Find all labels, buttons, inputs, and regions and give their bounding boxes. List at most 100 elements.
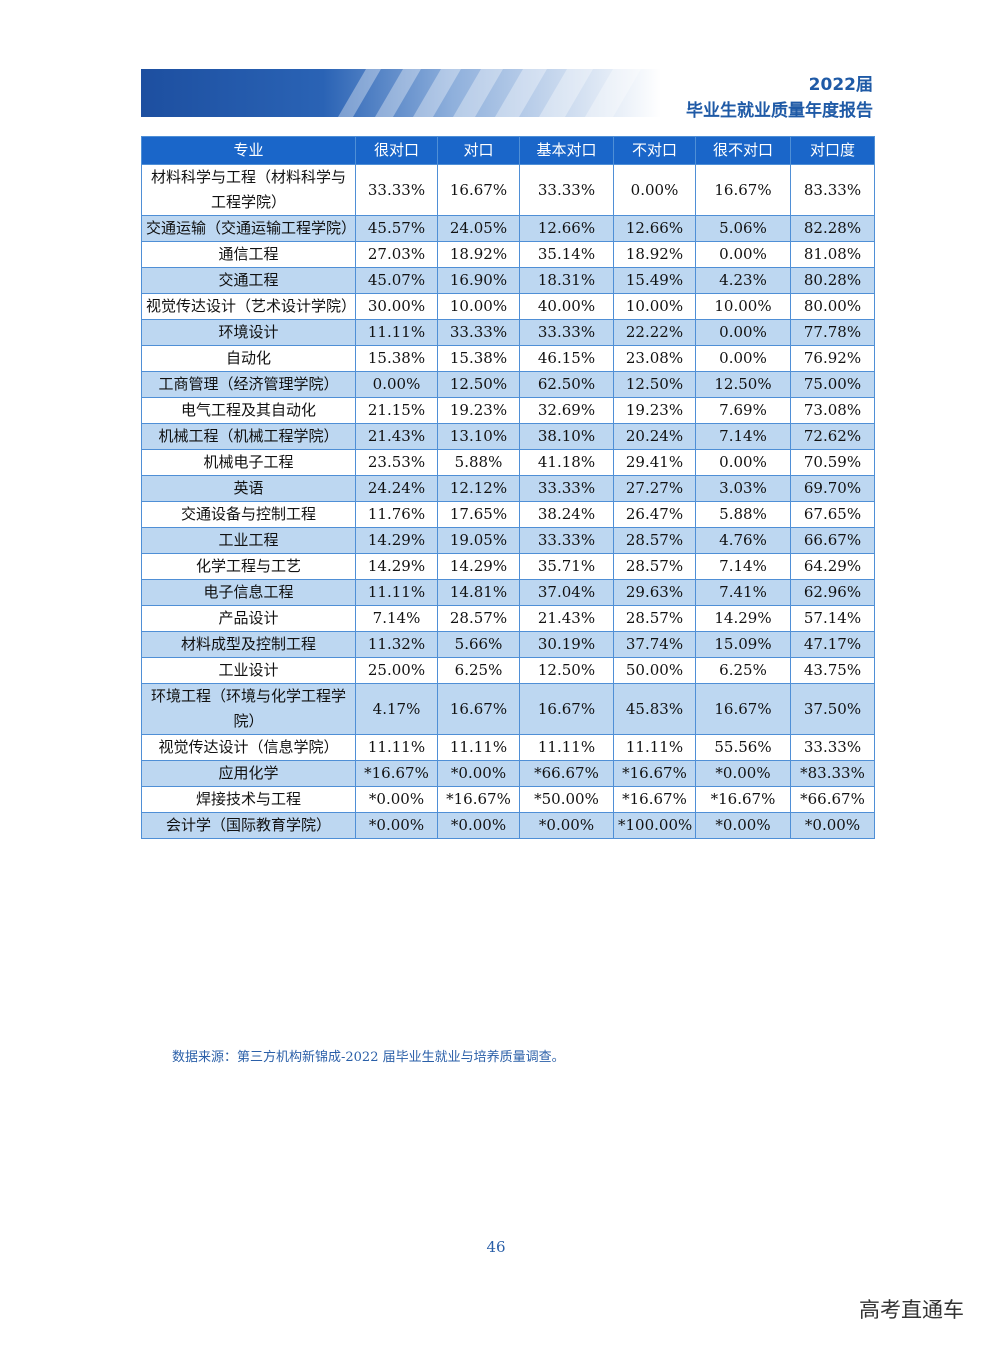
value-cell: 0.00% [695, 241, 791, 268]
value-cell: 22.22% [613, 319, 696, 346]
value-cell: 35.71% [519, 553, 614, 580]
value-cell: 11.11% [613, 734, 696, 761]
value-cell: 55.56% [695, 734, 791, 761]
table-row: 电子信息工程 11.11% 14.81% 37.04% 29.63% 7.41% 62.96… [141, 579, 875, 606]
value-cell: 64.29% [790, 553, 875, 580]
value-cell: *66.67% [519, 760, 614, 787]
table-row: 机械工程（机械工程学院） 21.43% 13.10% 38.10% 20.24% 7.14… [141, 423, 875, 450]
major-cell: 工商管理（经济管理学院） [141, 371, 356, 398]
value-cell: 14.29% [437, 553, 520, 580]
table-row: 交通工程 45.07% 16.90% 18.31% 15.49% 4.23% 80.28% [141, 267, 875, 294]
value-cell: 12.50% [519, 657, 614, 684]
major-cell: 材料科学与工程（材料科学与工程学院） [141, 164, 356, 216]
column-header: 不对口 [613, 136, 696, 165]
value-cell: 50.00% [613, 657, 696, 684]
value-cell: *16.67% [695, 786, 791, 813]
major-cell: 通信工程 [141, 241, 356, 268]
value-cell: 11.11% [355, 319, 438, 346]
value-cell: 13.10% [437, 423, 520, 450]
major-cell: 工业工程 [141, 527, 356, 554]
value-cell: 15.38% [355, 345, 438, 372]
value-cell: 29.63% [613, 579, 696, 606]
value-cell: 19.23% [613, 397, 696, 424]
major-cell: 电气工程及其自动化 [141, 397, 356, 424]
value-cell: 28.57% [613, 553, 696, 580]
value-cell: 21.15% [355, 397, 438, 424]
source-note: 数据来源：第三方机构新锦成-2022 届毕业生就业与培养质量调查。 [172, 1050, 565, 1065]
value-cell: 5.66% [437, 631, 520, 658]
value-cell: 0.00% [695, 345, 791, 372]
value-cell: 10.00% [437, 293, 520, 320]
value-cell: 12.50% [613, 371, 696, 398]
value-cell: 77.78% [790, 319, 875, 346]
table-row: 应用化学 *16.67% *0.00% *66.67% *16.67% *0.00% *83… [141, 760, 875, 787]
value-cell: 73.08% [790, 397, 875, 424]
value-cell: 12.12% [437, 475, 520, 502]
table-row: 工业设计 25.00% 6.25% 12.50% 50.00% 6.25% 43.75% [141, 657, 875, 684]
table-row: 化学工程与工艺 14.29% 14.29% 35.71% 28.57% 7.14% 64.2… [141, 553, 875, 580]
value-cell: 7.41% [695, 579, 791, 606]
value-cell: 18.31% [519, 267, 614, 294]
value-cell: 24.24% [355, 475, 438, 502]
value-cell: 15.09% [695, 631, 791, 658]
value-cell: 33.33% [790, 734, 875, 761]
value-cell: 4.17% [355, 683, 438, 735]
value-cell: 45.57% [355, 215, 438, 242]
watermark: 高考直通车 [859, 1298, 964, 1322]
value-cell: 11.11% [355, 734, 438, 761]
value-cell: 0.00% [695, 449, 791, 476]
value-cell: 12.50% [437, 371, 520, 398]
value-cell: 27.03% [355, 241, 438, 268]
value-cell: 28.57% [437, 605, 520, 632]
table-row: 产品设计 7.14% 28.57% 21.43% 28.57% 14.29% 57.14% [141, 605, 875, 632]
value-cell: 17.65% [437, 501, 520, 528]
column-header: 对口 [437, 136, 520, 165]
value-cell: 66.67% [790, 527, 875, 554]
value-cell: 30.19% [519, 631, 614, 658]
value-cell: *16.67% [355, 760, 438, 787]
value-cell: 35.14% [519, 241, 614, 268]
value-cell: 45.83% [613, 683, 696, 735]
value-cell: 18.92% [437, 241, 520, 268]
value-cell: *16.67% [437, 786, 520, 813]
value-cell: 10.00% [695, 293, 791, 320]
major-cell: 工业设计 [141, 657, 356, 684]
table-row: 工业工程 14.29% 19.05% 33.33% 28.57% 4.76% 66.67% [141, 527, 875, 554]
table-row: 自动化 15.38% 15.38% 46.15% 23.08% 0.00% 76.92% [141, 345, 875, 372]
value-cell: 11.11% [355, 579, 438, 606]
value-cell: 41.18% [519, 449, 614, 476]
value-cell: 12.50% [695, 371, 791, 398]
major-cell: 交通设备与控制工程 [141, 501, 356, 528]
value-cell: 33.33% [519, 475, 614, 502]
value-cell: *100.00% [613, 812, 696, 839]
table-row: 材料科学与工程（材料科学与工程学院） 33.33% 16.67% 33.33% 0.00… [141, 164, 875, 216]
value-cell: 45.07% [355, 267, 438, 294]
value-cell: 21.43% [355, 423, 438, 450]
table-row: 交通运输（交通运输工程学院） 45.57% 24.05% 12.66% 12.66% 5.… [141, 215, 875, 242]
table-row: 机械电子工程 23.53% 5.88% 41.18% 29.41% 0.00% 70.59% [141, 449, 875, 476]
major-cell: 交通工程 [141, 267, 356, 294]
header-banner [141, 69, 661, 117]
major-cell: 机械电子工程 [141, 449, 356, 476]
value-cell: 11.11% [519, 734, 614, 761]
value-cell: 11.11% [437, 734, 520, 761]
value-cell: 67.65% [790, 501, 875, 528]
value-cell: 18.92% [613, 241, 696, 268]
value-cell: 7.14% [695, 423, 791, 450]
table-header: 专业 很对口 对口 基本对口 不对口 很不对口 对口度 [141, 136, 875, 165]
table-row: 材料成型及控制工程 11.32% 5.66% 30.19% 37.74% 15.09% 47… [141, 631, 875, 658]
value-cell: *66.67% [790, 786, 875, 813]
value-cell: 29.41% [613, 449, 696, 476]
table-row: 英语 24.24% 12.12% 33.33% 27.27% 3.03% 69.70% [141, 475, 875, 502]
value-cell: *50.00% [519, 786, 614, 813]
table-row: 会计学（国际教育学院） *0.00% *0.00% *0.00% *100.00% *0.… [141, 812, 875, 839]
value-cell: 15.38% [437, 345, 520, 372]
value-cell: 23.08% [613, 345, 696, 372]
column-header: 对口度 [790, 136, 875, 165]
value-cell: 30.00% [355, 293, 438, 320]
value-cell: 37.50% [790, 683, 875, 735]
value-cell: 6.25% [437, 657, 520, 684]
value-cell: 16.90% [437, 267, 520, 294]
value-cell: 12.66% [519, 215, 614, 242]
value-cell: 23.53% [355, 449, 438, 476]
